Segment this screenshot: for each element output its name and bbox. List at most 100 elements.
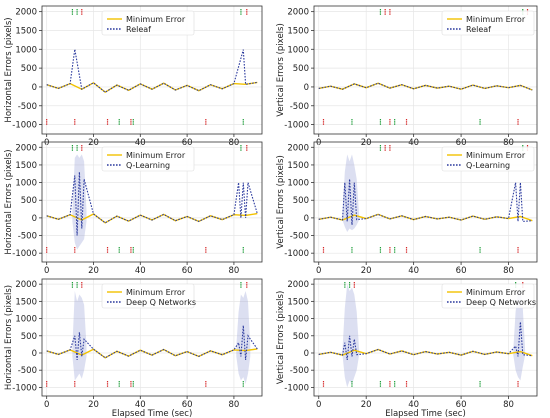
x-tick-label: 40 xyxy=(135,266,146,276)
event-marker-bottom xyxy=(205,381,207,387)
panel-r2c1: -1000 -500 0 500 1000 1500 2000 0 20 40 60 80 Horizo… xyxy=(4,141,263,276)
method-line xyxy=(46,49,258,93)
y-tick-label: 1500 xyxy=(15,26,37,36)
event-marker-top xyxy=(246,282,248,288)
event-marker-bottom xyxy=(74,119,76,125)
y-tick-label: 2000 xyxy=(287,143,309,153)
method-line xyxy=(318,179,533,225)
legend-label: Minimum Error xyxy=(126,151,186,160)
event-marker-bottom xyxy=(517,247,519,253)
event-marker-bottom xyxy=(132,119,134,125)
legend-label: Minimum Error xyxy=(126,288,186,297)
y-tick-label: -1000 xyxy=(12,383,37,393)
y-tick-label: -500 xyxy=(290,102,309,112)
x-tick-label: 0 xyxy=(316,400,321,410)
axes-frame xyxy=(41,278,263,397)
variance-band xyxy=(236,291,251,384)
panel-r1c1: -1000-5000500100015002000020406080Horizo… xyxy=(4,5,263,148)
event-marker-bottom xyxy=(389,381,391,387)
x-tick-label: 40 xyxy=(135,400,146,410)
axes-frame xyxy=(313,5,538,135)
legend-label: Deep Q Networks xyxy=(466,298,536,307)
event-marker-bottom xyxy=(394,381,396,387)
event-marker-top xyxy=(71,282,74,288)
legend-label: Deep Q Networks xyxy=(126,298,196,307)
x-tick-label: 20 xyxy=(88,400,99,410)
axes-frame xyxy=(41,141,263,263)
y-tick-label: 500 xyxy=(21,196,37,206)
event-marker-bottom xyxy=(74,381,76,387)
event-marker-bottom xyxy=(118,381,120,387)
y-tick-label: 1500 xyxy=(15,297,37,307)
y-tick-label: 2000 xyxy=(15,143,37,153)
y-tick-label: -1000 xyxy=(12,121,37,131)
event-marker-bottom xyxy=(405,119,408,125)
method-line xyxy=(318,82,533,91)
y-tick-label: 1500 xyxy=(287,26,309,36)
y-tick-label: 0 xyxy=(32,83,37,93)
event-marker-bottom xyxy=(322,381,325,387)
legend-box xyxy=(101,283,195,309)
legend-box xyxy=(101,10,195,36)
y-tick-label: 500 xyxy=(293,196,309,206)
y-tick-label: 2000 xyxy=(287,8,309,18)
event-marker-bottom xyxy=(379,247,382,253)
legend-box xyxy=(441,10,535,36)
event-marker-bottom xyxy=(205,119,207,125)
event-marker-bottom xyxy=(118,119,120,125)
event-marker-top xyxy=(240,282,242,288)
legend-label: Minimum Error xyxy=(466,15,526,24)
x-tick-label: 40 xyxy=(408,266,419,276)
event-marker-top xyxy=(71,9,74,15)
y-axis-label: Horizontal Errors (pixels) xyxy=(4,285,14,390)
event-marker-top xyxy=(71,145,74,151)
x-tick-label: 80 xyxy=(229,266,240,276)
event-marker-top xyxy=(344,282,346,288)
y-tick-label: -1000 xyxy=(284,249,309,259)
event-marker-bottom xyxy=(242,247,244,253)
legend-label: Minimum Error xyxy=(466,151,526,160)
event-marker-top xyxy=(76,282,78,288)
event-marker-top xyxy=(246,9,248,15)
x-tick-label: 20 xyxy=(88,266,99,276)
event-marker-bottom xyxy=(479,381,481,387)
x-axis-label: Elapsed Time (sec) xyxy=(385,409,466,418)
event-marker-bottom xyxy=(118,247,120,253)
y-tick-label: -1000 xyxy=(12,249,37,259)
event-marker-top xyxy=(240,9,242,15)
legend-label: Minimum Error xyxy=(466,288,526,297)
x-tick-label: 80 xyxy=(503,266,514,276)
x-tick-label: 60 xyxy=(182,400,193,410)
event-marker-bottom xyxy=(106,119,109,125)
event-marker-bottom xyxy=(479,247,481,253)
y-tick-label: 500 xyxy=(21,332,37,342)
variance-band xyxy=(513,287,526,381)
y-tick-label: 2000 xyxy=(15,280,37,290)
event-marker-bottom xyxy=(405,247,408,253)
event-marker-bottom xyxy=(394,119,396,125)
legend-box xyxy=(441,283,535,309)
y-axis-label: Vertical Errors (pixels) xyxy=(276,23,286,117)
legend-label: Releaf xyxy=(126,25,151,34)
axes-frame xyxy=(313,278,538,397)
event-marker-bottom xyxy=(205,247,207,253)
y-tick-label: 1000 xyxy=(15,179,37,189)
event-marker-bottom xyxy=(242,119,244,125)
event-marker-bottom xyxy=(242,381,244,387)
y-tick-label: 1000 xyxy=(15,45,37,55)
y-tick-label: 1500 xyxy=(287,161,309,171)
event-marker-top xyxy=(384,9,386,15)
event-marker-top xyxy=(76,9,78,15)
y-tick-label: 0 xyxy=(304,83,309,93)
event-marker-bottom xyxy=(46,381,48,387)
x-tick-label: 0 xyxy=(44,266,49,276)
event-marker-top xyxy=(81,9,83,15)
event-marker-top xyxy=(389,9,391,15)
event-marker-bottom xyxy=(379,381,382,387)
panel-r1c2: -1000-5000500100015002000020406080Vertic… xyxy=(276,5,538,148)
event-marker-bottom xyxy=(379,119,382,125)
event-marker-top xyxy=(240,145,242,151)
y-tick-label: 1000 xyxy=(287,45,309,55)
